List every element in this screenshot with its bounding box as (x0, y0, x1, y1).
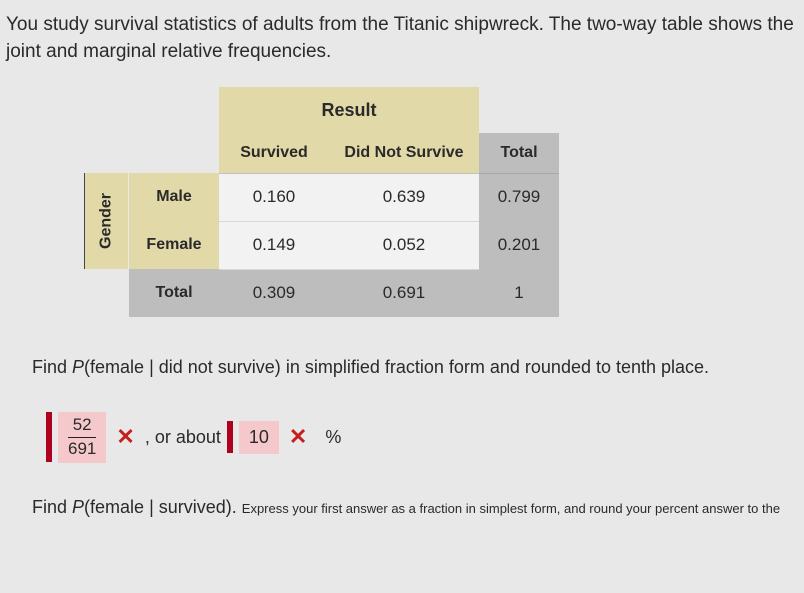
problem-statement: You study survival statistics of adults … (4, 12, 796, 65)
col-header-total: Total (479, 133, 559, 173)
result-header: Result (219, 87, 479, 133)
answer-marker-bar (227, 421, 233, 453)
fraction-denominator: 691 (68, 440, 96, 459)
cell-total-total: 1 (479, 269, 559, 317)
corner-spacer (85, 269, 129, 317)
about-text: , or about (145, 427, 221, 448)
cell-female-survived: 0.149 (219, 221, 329, 269)
gender-header: Gender (85, 173, 129, 269)
q1-expr: (female | did not survive) (84, 357, 281, 377)
cell-female-total: 0.201 (479, 221, 559, 269)
q2-prefix: Find (32, 497, 72, 517)
row-header-female: Female (129, 221, 219, 269)
corner-spacer (85, 133, 219, 173)
q1-suffix: in simplified fraction form and rounded … (281, 357, 709, 377)
cell-male-not-survived: 0.639 (329, 173, 479, 221)
cell-male-survived: 0.160 (219, 173, 329, 221)
wrong-icon: ✕ (289, 424, 307, 450)
row-header-male: Male (129, 173, 219, 221)
fraction-line (68, 437, 96, 438)
q2-prob: P (72, 497, 84, 517)
cell-total-survived: 0.309 (219, 269, 329, 317)
q1-prefix: Find (32, 357, 72, 377)
fraction-input[interactable]: 52 691 (58, 412, 106, 462)
q1-prob: P (72, 357, 84, 377)
cell-total-not-survived: 0.691 (329, 269, 479, 317)
answer-1: 52 691 ✕ , or about 10 ✕ % (4, 412, 796, 462)
q2-expr: (female | survived). (84, 497, 242, 517)
percent-sign: % (325, 427, 341, 448)
cell-female-not-survived: 0.052 (329, 221, 479, 269)
percent-input[interactable]: 10 (239, 421, 279, 454)
col-header-survived: Survived (219, 133, 329, 173)
corner-spacer (85, 87, 219, 133)
frequency-table: Result Survived Did Not Survive Total Ge… (84, 87, 796, 317)
q2-small: Express your first answer as a fraction … (242, 501, 780, 516)
answer-marker-bar (46, 412, 52, 462)
col-header-not-survived: Did Not Survive (329, 133, 479, 173)
fraction-numerator: 52 (73, 416, 92, 435)
corner-spacer (479, 87, 559, 133)
question-1: Find P(female | did not survive) in simp… (4, 357, 796, 378)
wrong-icon: ✕ (116, 424, 134, 450)
cell-male-total: 0.799 (479, 173, 559, 221)
question-2: Find P(female | survived). Express your … (4, 497, 796, 518)
row-header-total: Total (129, 269, 219, 317)
